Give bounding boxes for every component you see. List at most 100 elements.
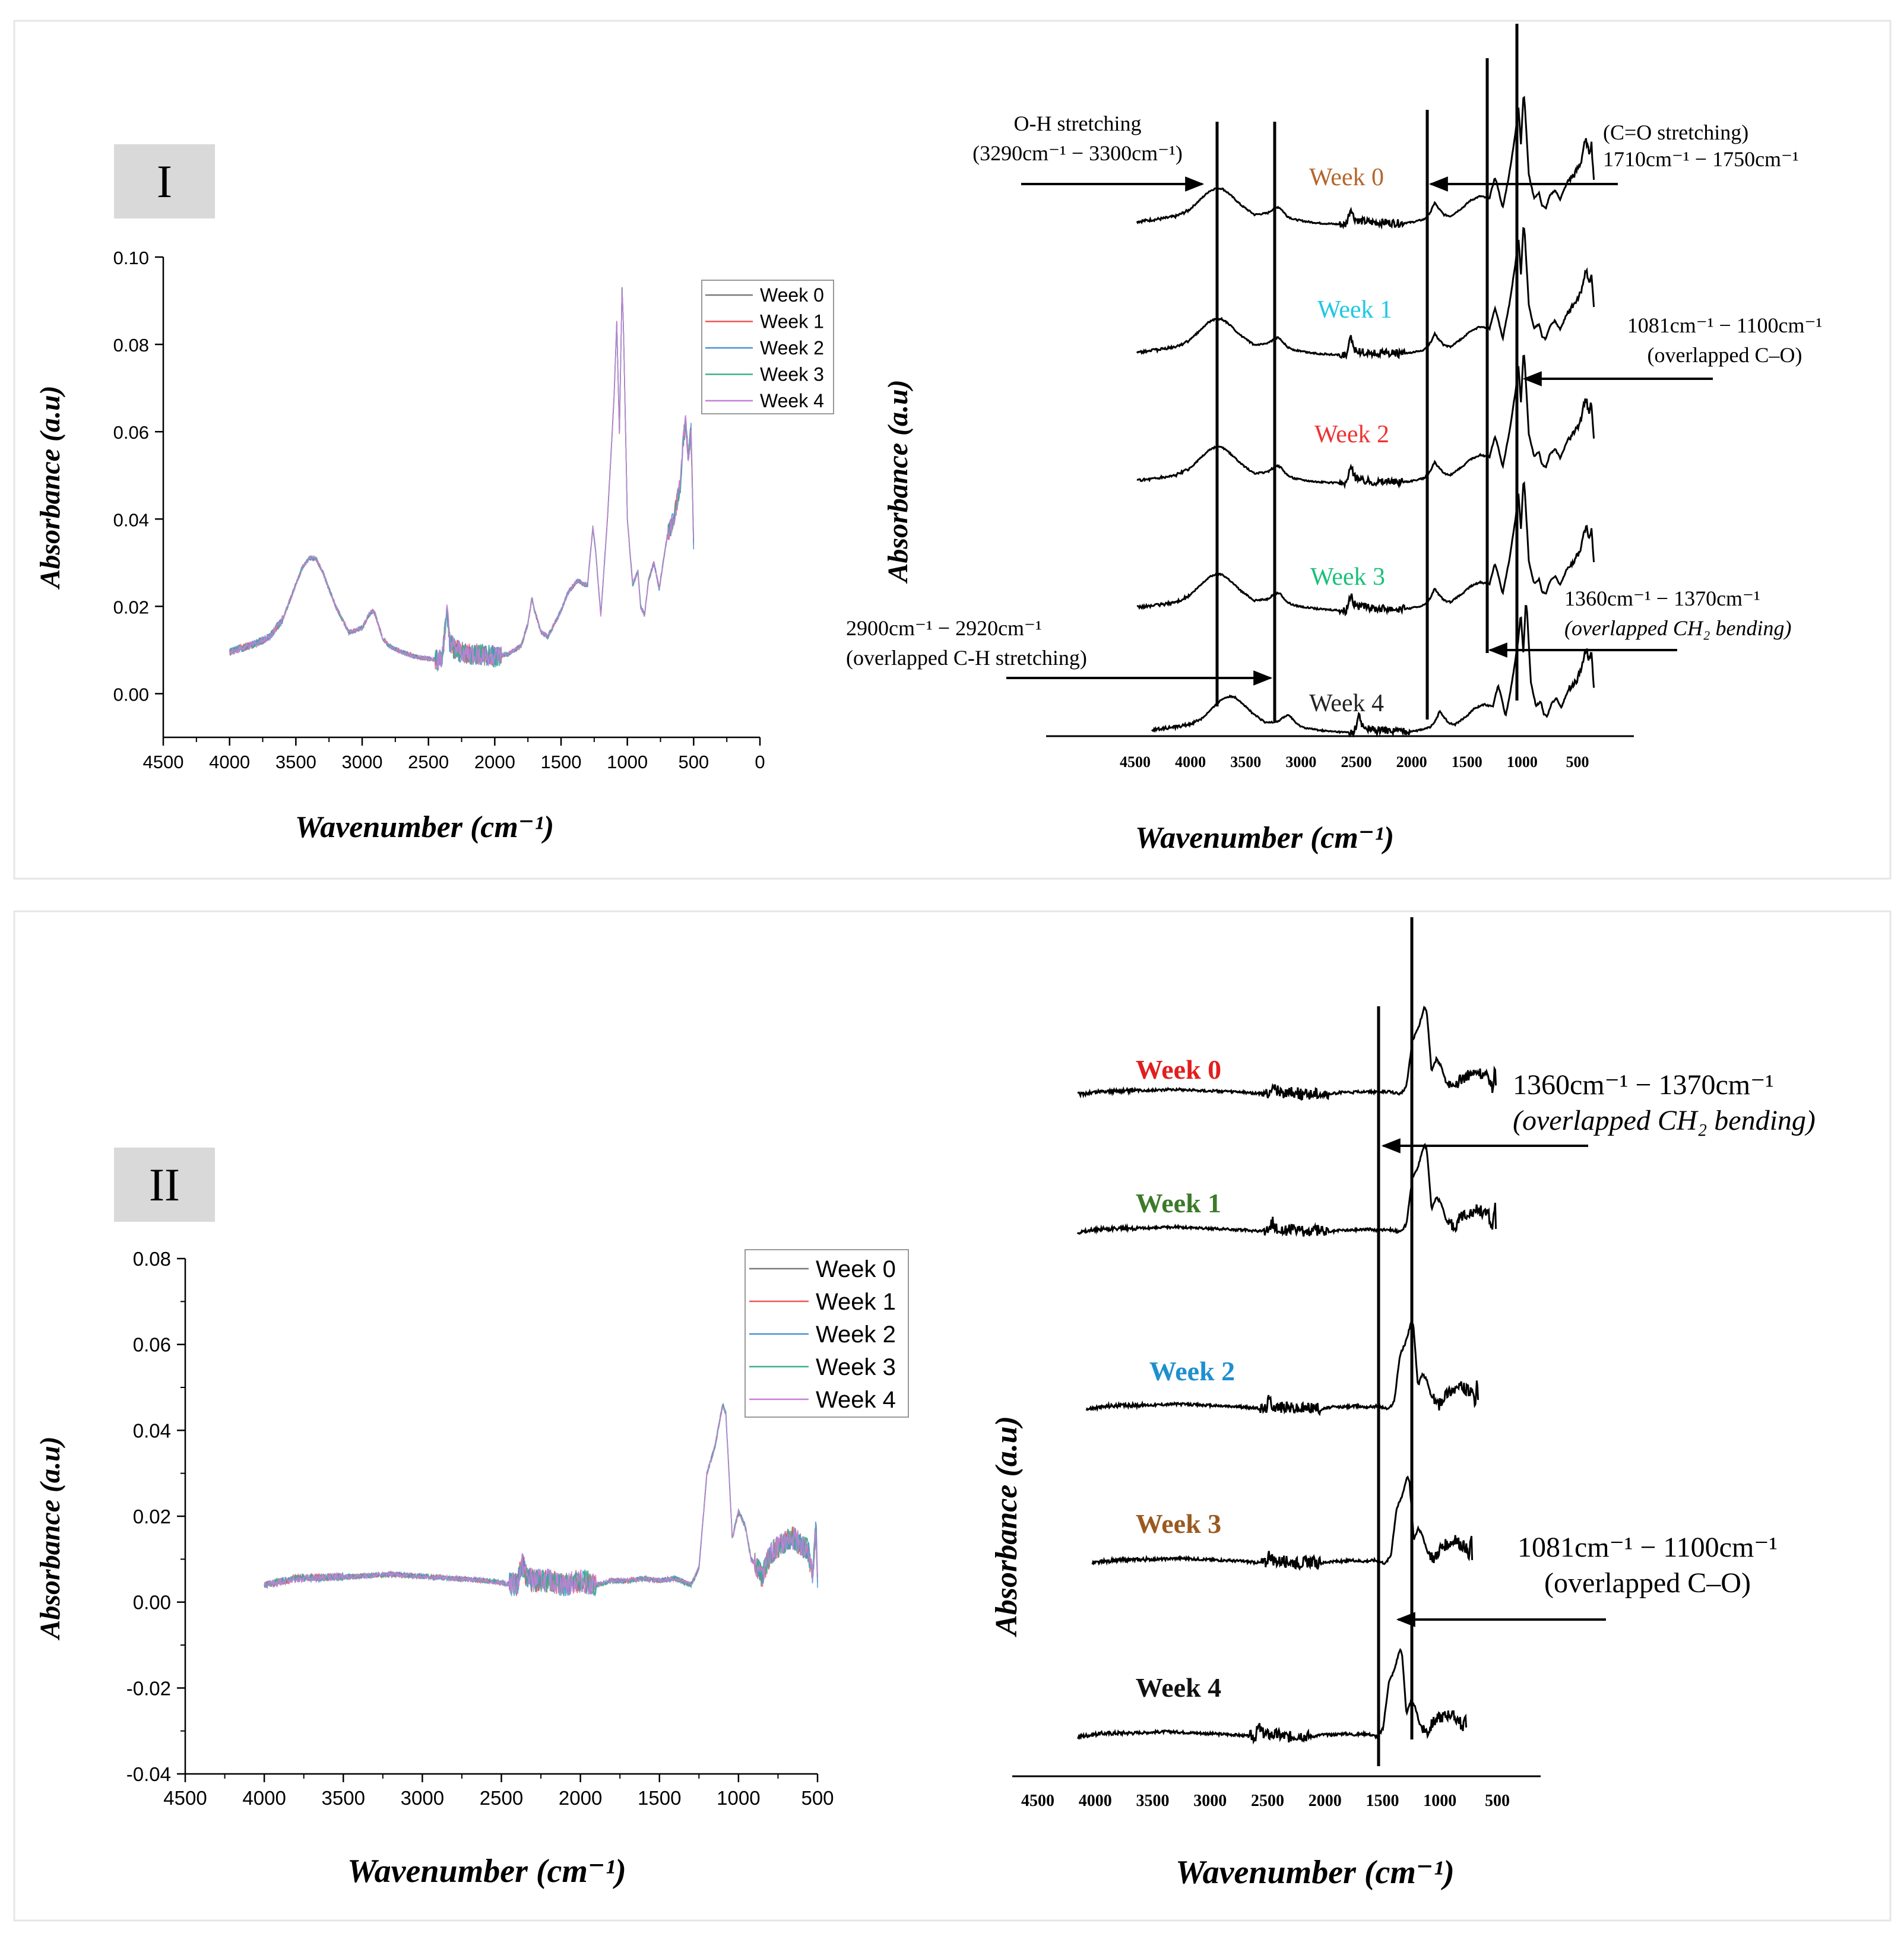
legend-label: Week 1 bbox=[760, 311, 824, 332]
chart-1a-ylabel: Absorbance (a.u) bbox=[34, 385, 66, 590]
annot-co-title: (C=O stretching) bbox=[1603, 121, 1748, 144]
x-tick-label: 500 bbox=[1485, 1792, 1510, 1810]
legend-label: Week 4 bbox=[760, 390, 824, 411]
panel-2-label: II bbox=[149, 1159, 180, 1210]
annot2-c-o-range: 1081cm⁻¹ − 1100cm⁻¹ bbox=[1518, 1532, 1778, 1563]
x-tick-label: 3500 bbox=[1136, 1792, 1170, 1810]
chart-2a-xlabel: Wavenumber (cm⁻¹) bbox=[347, 1853, 626, 1890]
chart-1b: Absorbance (a.u) Wavenumber (cm⁻¹) 4500 4… bbox=[846, 24, 1822, 855]
x-tick-label: 3500 bbox=[322, 1787, 365, 1809]
annot-ch-range: 2900cm⁻¹ − 2920cm⁻¹ bbox=[846, 616, 1042, 640]
chart-2a-legend: Week 0 Week 1 Week 2 Week 3 Week 4 bbox=[745, 1249, 909, 1418]
chart-1a: Absorbance (a.u) Wavenumber (cm⁻¹) 4500 4… bbox=[34, 248, 834, 844]
x-tick-label: 2500 bbox=[1341, 753, 1372, 771]
y-tick-label: 0.04 bbox=[133, 1419, 171, 1441]
chart-1b-week0-label: Week 4 bbox=[1309, 690, 1384, 717]
x-tick-label: 500 bbox=[678, 752, 709, 772]
chart-2b-week4-label: Week 0 bbox=[1136, 1054, 1221, 1085]
annot-oh-range: (3290cm⁻¹ − 3300cm⁻¹) bbox=[972, 141, 1183, 165]
x-tick-label: 500 bbox=[1566, 753, 1589, 771]
annot2-ch2-title: (overlapped CH₂ bending) bbox=[1513, 1105, 1816, 1136]
x-tick-label: 4000 bbox=[209, 752, 250, 772]
annot-ch2-title: (overlapped CH₂ bending) bbox=[1564, 616, 1791, 640]
annot-co-range: 1710cm⁻¹ − 1750cm⁻¹ bbox=[1603, 147, 1799, 171]
y-tick-label: 0.06 bbox=[113, 422, 149, 443]
chart-2b-ylabel: Absorbance (a.u) bbox=[990, 1416, 1024, 1637]
panel-1: I Absorbance (a.u) Wavenumber (cm⁻¹) 450… bbox=[13, 20, 1892, 880]
x-tick-label: 2500 bbox=[408, 752, 449, 772]
series-line-week-4 bbox=[264, 1405, 818, 1595]
chart-2a-series bbox=[264, 1402, 818, 1597]
chart-1b-ylabel: Absorbance (a.u) bbox=[882, 379, 914, 584]
chart-2b-week0-label: Week 4 bbox=[1136, 1672, 1221, 1703]
chart-2b-xticks: 4500 4000 3500 3000 2500 2000 1500 1000 500 bbox=[1021, 1792, 1510, 1810]
legend-label: Week 0 bbox=[816, 1256, 896, 1282]
x-tick-label: 4500 bbox=[143, 752, 184, 772]
chart-2b-marker-lines bbox=[1377, 917, 1414, 1766]
x-tick-label: 1500 bbox=[541, 752, 582, 772]
panel-2-label-box bbox=[114, 1148, 215, 1222]
annot-c-o-title: (overlapped C–O) bbox=[1648, 343, 1802, 367]
chart-1a-xlabel: Wavenumber (cm⁻¹) bbox=[295, 810, 554, 844]
y-tick-label: 0.02 bbox=[113, 597, 149, 617]
stacked-trace-week-3 bbox=[1076, 1142, 1497, 1237]
annot-ch-title: (overlapped C-H stretching) bbox=[846, 646, 1087, 670]
x-tick-label: 3000 bbox=[342, 752, 383, 772]
chart-1b-week4-label: Week 0 bbox=[1309, 164, 1384, 191]
chart-2b-xlabel: Wavenumber (cm⁻¹) bbox=[1176, 1854, 1455, 1891]
x-tick-label: 3000 bbox=[1193, 1792, 1227, 1810]
x-tick-label: 4500 bbox=[1021, 1792, 1054, 1810]
x-tick-label: 1500 bbox=[1452, 753, 1482, 771]
legend-label: Week 4 bbox=[816, 1387, 896, 1413]
annot2-ch2-range: 1360cm⁻¹ − 1370cm⁻¹ bbox=[1513, 1069, 1774, 1101]
legend-label: Week 3 bbox=[816, 1354, 896, 1380]
x-tick-label: 1500 bbox=[1366, 1792, 1399, 1810]
panel-2-frame bbox=[13, 910, 1892, 1922]
panel-2: II Absorbance (a.u) Wavenumber (cm⁻¹) 45… bbox=[13, 910, 1892, 1922]
chart-1b-xticks: 4500 4000 3500 3000 2500 2000 1500 1000 500 bbox=[1120, 753, 1589, 771]
x-tick-label: 4500 bbox=[1120, 753, 1151, 771]
x-tick-label: 2000 bbox=[1309, 1792, 1342, 1810]
chart-1b-marker-lines bbox=[1215, 24, 1519, 721]
chart-1b-xlabel: Wavenumber (cm⁻¹) bbox=[1135, 821, 1394, 855]
y-tick-label: -0.02 bbox=[126, 1677, 171, 1699]
chart-2a-ylabel: Absorbance (a.u) bbox=[34, 1436, 66, 1640]
legend-label: Week 3 bbox=[760, 364, 824, 385]
annot-ch2-range: 1360cm⁻¹ − 1370cm⁻¹ bbox=[1564, 587, 1760, 610]
y-tick-label: 0.00 bbox=[133, 1592, 171, 1614]
chart-2a: Absorbance (a.u) Wavenumber (cm⁻¹) 4500 4… bbox=[34, 1248, 909, 1890]
y-tick-label: -0.04 bbox=[126, 1763, 171, 1785]
series-line-week-4 bbox=[229, 289, 695, 670]
annot-c-o-range: 1081cm⁻¹ − 1100cm⁻¹ bbox=[1627, 313, 1823, 337]
panel-1-label: I bbox=[157, 156, 172, 207]
chart-1b-week3-label: Week 1 bbox=[1317, 296, 1392, 324]
x-tick-label: 2500 bbox=[1251, 1792, 1284, 1810]
x-tick-label: 3000 bbox=[401, 1787, 444, 1809]
chart-1a-axes: 4500 4000 3500 3000 2500 2000 1500 1000 500 0 0.10… bbox=[113, 248, 765, 772]
legend-label: Week 0 bbox=[760, 284, 824, 306]
chart-1b-week2-label: Week 2 bbox=[1314, 421, 1389, 448]
x-tick-label: 4000 bbox=[1175, 753, 1206, 771]
chart-2b-traces bbox=[1076, 1006, 1497, 1745]
chart-1b-week1-label: Week 3 bbox=[1310, 563, 1385, 591]
legend-label: Week 1 bbox=[816, 1289, 896, 1315]
chart-1a-legend: Week 0 Week 1 Week 2 Week 3 Week 4 bbox=[701, 280, 834, 414]
x-tick-label: 1000 bbox=[1507, 753, 1538, 771]
x-tick-label: 2000 bbox=[474, 752, 515, 772]
series-line-week-3 bbox=[264, 1402, 818, 1597]
legend-label: Week 2 bbox=[816, 1322, 896, 1348]
x-tick-label: 4500 bbox=[163, 1787, 207, 1809]
legend-label: Week 2 bbox=[760, 337, 824, 359]
x-tick-label: 500 bbox=[801, 1787, 834, 1809]
x-tick-label: 1500 bbox=[638, 1787, 681, 1809]
chart-1a-series bbox=[229, 287, 695, 672]
chart-2b: Absorbance (a.u) Wavenumber (cm⁻¹) 4500 4… bbox=[990, 917, 1816, 1891]
stacked-trace-week-0 bbox=[1076, 1647, 1468, 1745]
y-tick-label: 0.08 bbox=[113, 335, 149, 356]
x-tick-label: 1000 bbox=[1423, 1792, 1456, 1810]
x-tick-label: 3500 bbox=[1230, 753, 1261, 771]
legend-box bbox=[701, 280, 834, 414]
y-tick-label: 0.00 bbox=[113, 684, 149, 705]
x-tick-label: 2000 bbox=[1396, 753, 1427, 771]
